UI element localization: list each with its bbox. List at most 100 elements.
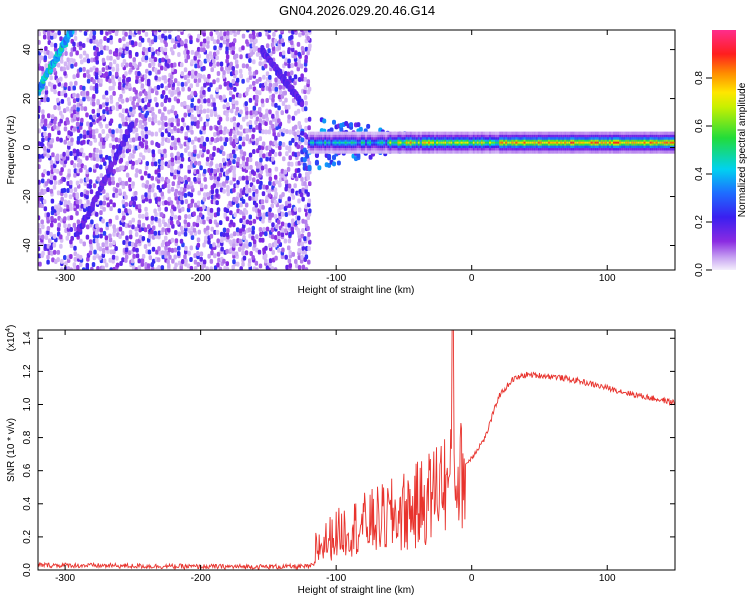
heatmap-cell bbox=[261, 129, 265, 135]
heatmap-cell bbox=[167, 227, 171, 233]
heatmap-cell bbox=[235, 145, 239, 151]
heatmap-cell bbox=[115, 144, 120, 150]
heatmap-cell bbox=[75, 199, 80, 205]
heatmap-cell bbox=[199, 61, 203, 67]
heatmap-cell bbox=[209, 125, 213, 131]
heatmap-cell bbox=[278, 84, 283, 90]
heatmap-cell bbox=[181, 117, 185, 123]
heatmap-cell bbox=[671, 141, 675, 144]
heatmap-cell bbox=[330, 141, 333, 144]
heatmap-cell bbox=[284, 97, 288, 103]
heatmap-cell bbox=[178, 208, 182, 214]
heatmap-cell bbox=[115, 106, 120, 112]
heatmap-cell bbox=[216, 61, 220, 67]
heatmap-cell bbox=[206, 43, 210, 49]
heatmap-cell bbox=[186, 104, 190, 110]
heatmap-cell bbox=[160, 141, 165, 147]
heatmap-cell bbox=[62, 187, 67, 193]
heatmap-cell bbox=[52, 233, 57, 239]
heatmap-cell bbox=[82, 134, 87, 140]
heatmap-cell bbox=[244, 250, 249, 256]
heatmap-cell bbox=[255, 267, 259, 270]
heatmap-cell bbox=[63, 70, 67, 76]
heatmap-cell bbox=[267, 188, 271, 194]
heatmap-cell bbox=[641, 141, 644, 144]
heatmap-cell bbox=[222, 70, 226, 76]
heatmap-cell bbox=[177, 42, 181, 48]
heatmap-cell bbox=[246, 77, 250, 83]
heatmap-cell bbox=[194, 70, 198, 76]
heatmap-cell bbox=[60, 98, 65, 104]
heatmap-cell bbox=[228, 90, 233, 96]
heatmap-cell bbox=[144, 134, 149, 140]
heatmap-cell bbox=[53, 116, 58, 122]
heatmap-cell bbox=[183, 192, 188, 198]
heatmap-cell bbox=[91, 152, 96, 158]
heatmap-cell bbox=[303, 106, 308, 112]
heatmap-cell bbox=[421, 141, 425, 144]
heatmap-cell bbox=[99, 30, 104, 36]
heatmap-cell bbox=[286, 166, 291, 172]
heatmap-cell bbox=[156, 257, 161, 263]
x-tick-label: -100 bbox=[326, 273, 346, 284]
heatmap-cell bbox=[582, 141, 585, 144]
heatmap-cell bbox=[38, 164, 41, 170]
heatmap-cell bbox=[232, 222, 236, 228]
heatmap-cell bbox=[268, 176, 273, 182]
heatmap-cell bbox=[232, 165, 237, 171]
heatmap-cell bbox=[44, 63, 48, 69]
heatmap-cell bbox=[248, 33, 253, 39]
heatmap-cell bbox=[230, 108, 234, 114]
heatmap-cell bbox=[128, 183, 132, 189]
heatmap-cell bbox=[177, 245, 181, 251]
heatmap-cell bbox=[554, 141, 557, 144]
heatmap-cell bbox=[140, 258, 145, 264]
heatmap-cell bbox=[124, 201, 129, 207]
heatmap-cell bbox=[124, 194, 128, 200]
heatmap-cell bbox=[242, 151, 247, 157]
heatmap-cell bbox=[572, 141, 575, 144]
heatmap-cell bbox=[200, 98, 205, 104]
heatmap-cell bbox=[225, 58, 229, 64]
heatmap-cell bbox=[252, 239, 257, 245]
heatmap-cell bbox=[173, 110, 178, 116]
heatmap-cell bbox=[592, 141, 595, 144]
heatmap-cell bbox=[547, 141, 551, 144]
heatmap-cell bbox=[158, 127, 162, 133]
heatmap-cell bbox=[228, 239, 233, 245]
heatmap-cell bbox=[212, 79, 216, 85]
heatmap-cell bbox=[265, 226, 270, 232]
heatmap-cell bbox=[470, 141, 473, 144]
heatmap-cell bbox=[151, 225, 156, 231]
heatmap-cell bbox=[284, 228, 288, 234]
heatmap-cell bbox=[69, 267, 73, 270]
heatmap-cell bbox=[63, 216, 67, 222]
spectrogram-x-label: Height of straight line (km) bbox=[298, 285, 415, 296]
heatmap-cell bbox=[653, 141, 656, 144]
heatmap-cell bbox=[119, 157, 124, 163]
heatmap-cell bbox=[205, 161, 210, 167]
heatmap-cell bbox=[216, 238, 220, 244]
heatmap-cell bbox=[264, 258, 268, 264]
heatmap-cell bbox=[187, 86, 192, 92]
heatmap-cell bbox=[210, 189, 215, 195]
heatmap-cell bbox=[193, 90, 197, 96]
heatmap-cell bbox=[501, 141, 504, 144]
heatmap-cell bbox=[82, 57, 87, 63]
heatmap-cell bbox=[139, 152, 143, 158]
heatmap-cell bbox=[222, 232, 226, 238]
heatmap-cell bbox=[442, 141, 445, 144]
heatmap-cell bbox=[273, 267, 278, 270]
heatmap-cell bbox=[219, 136, 223, 142]
heatmap-cell bbox=[108, 143, 113, 149]
heatmap-cell bbox=[280, 211, 285, 217]
heatmap-cell bbox=[146, 263, 151, 269]
heatmap-cell bbox=[111, 78, 116, 84]
heatmap-cell bbox=[348, 141, 351, 144]
heatmap-cell bbox=[156, 178, 161, 184]
heatmap-cell bbox=[207, 239, 211, 245]
heatmap-cell bbox=[186, 184, 191, 190]
heatmap-cell bbox=[283, 169, 288, 175]
heatmap-cell bbox=[231, 98, 236, 104]
heatmap-cell bbox=[193, 176, 197, 182]
